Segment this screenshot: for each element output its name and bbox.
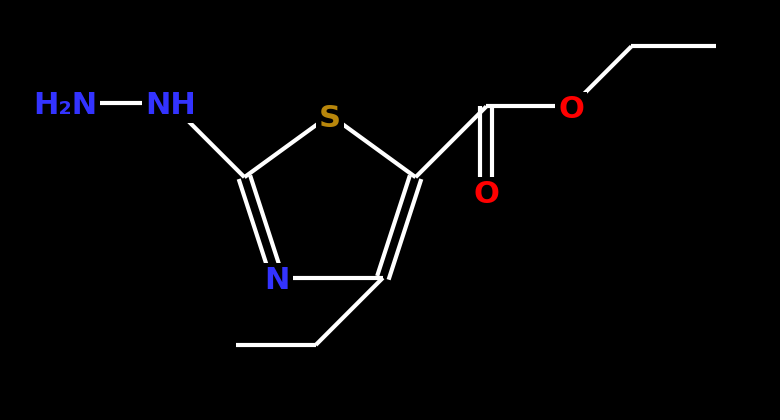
Text: O: O xyxy=(473,180,499,209)
Text: S: S xyxy=(319,103,341,132)
Text: O: O xyxy=(558,95,584,124)
Text: H₂N: H₂N xyxy=(33,92,98,121)
Text: N: N xyxy=(264,266,290,295)
Text: NH: NH xyxy=(145,92,196,121)
